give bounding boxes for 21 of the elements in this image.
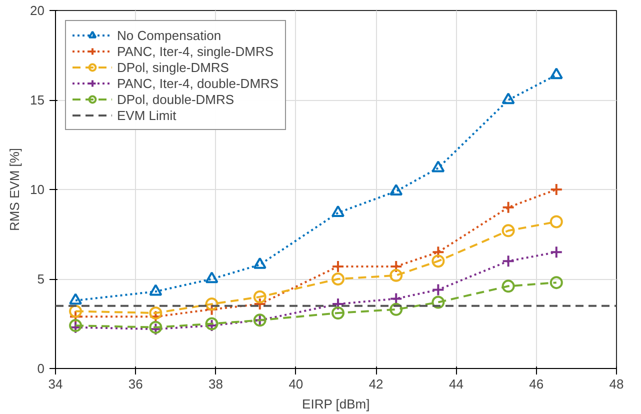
y-tick-label: 20 — [30, 3, 45, 18]
x-tick-label: 46 — [529, 376, 544, 392]
y-tick-label: 10 — [30, 182, 45, 197]
legend-label: DPol, double-DMRS — [117, 91, 234, 107]
y-tick-label: 5 — [37, 272, 45, 286]
x-tick-label: 48 — [609, 376, 624, 392]
legend-label: PANC, Iter-4, single-DMRS — [117, 43, 274, 59]
y-tick-label: 0 — [37, 361, 45, 376]
x-tick-label: 36 — [128, 376, 143, 392]
x-tick-label: 42 — [368, 376, 384, 392]
x-axis-title: EIRP [dBm] — [302, 396, 370, 412]
x-tick-label: 40 — [288, 376, 304, 392]
legend-label: EVM Limit — [117, 107, 176, 123]
y-tick-label: 15 — [30, 92, 45, 108]
x-tick-label: 34 — [48, 376, 63, 392]
legend-label: No Compensation — [117, 27, 222, 43]
x-tick-label: 44 — [448, 376, 464, 392]
legend-label: PANC, Iter-4, double-DMRS — [117, 75, 279, 91]
y-axis-title: RMS EVM [%] — [7, 148, 22, 232]
legend-label: DPol, single-DMRS — [117, 59, 229, 75]
x-tick-label: 38 — [208, 376, 224, 392]
